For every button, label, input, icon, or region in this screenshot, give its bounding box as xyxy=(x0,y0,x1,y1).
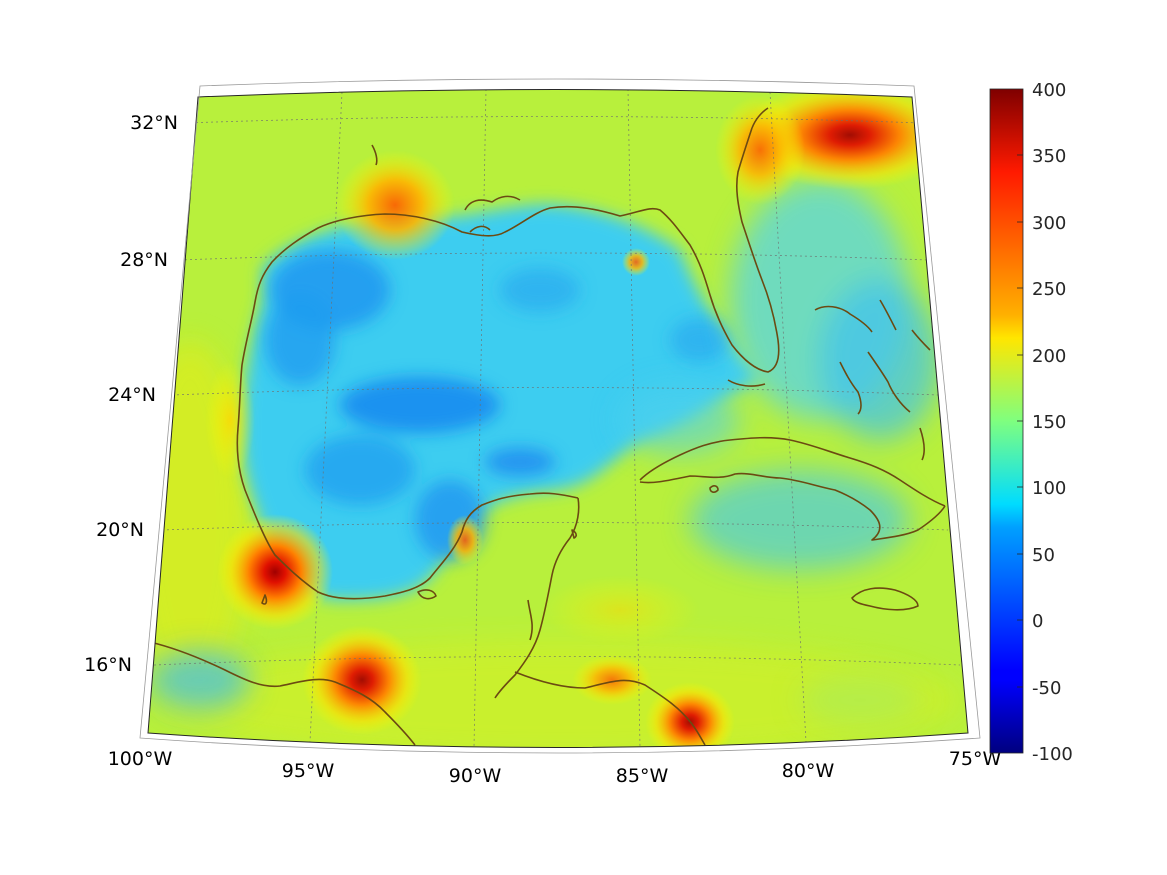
lat-label-16n: 16°N xyxy=(84,654,132,676)
colorbar: 400 350 300 250 200 150 100 50 0 -50 -10… xyxy=(989,80,1073,765)
hotspots xyxy=(205,89,960,748)
colorbar-labels: 400 350 300 250 200 150 100 50 0 -50 -10… xyxy=(1032,80,1073,765)
colorbar-tick-label: -100 xyxy=(1032,744,1073,765)
bahamas-coastline xyxy=(814,305,873,333)
lon-label-90w: 90°W xyxy=(449,765,502,787)
pacific-coastline xyxy=(149,641,416,746)
lon-label-80w: 80°W xyxy=(782,760,835,782)
coastlines xyxy=(149,107,946,746)
lon-label-85w: 85°W xyxy=(616,765,669,787)
lon-label-95w: 95°W xyxy=(282,760,335,782)
map-frame xyxy=(147,89,969,748)
gulf-coastline xyxy=(236,127,780,600)
lon-label-100w: 100°W xyxy=(108,748,173,770)
atlantic-cool-field xyxy=(150,180,940,725)
colorbar-tick-label: 300 xyxy=(1032,213,1066,234)
lat-axis-labels: 32°N 28°N 24°N 20°N 16°N xyxy=(84,112,178,676)
lat-label-28n: 28°N xyxy=(120,249,168,271)
lon-axis-labels: 100°W 95°W 90°W 85°W 80°W 75°W xyxy=(108,748,1002,787)
lat-label-24n: 24°N xyxy=(108,384,156,406)
colorbar-tick-label: 150 xyxy=(1032,412,1066,433)
colorbar-tick-label: 100 xyxy=(1032,478,1066,499)
lon-label-75w: 75°W xyxy=(949,748,1002,770)
colorbar-tick-label: 250 xyxy=(1032,279,1066,300)
colorbar-tick-label: -50 xyxy=(1032,678,1061,699)
colorbar-tick-label: 400 xyxy=(1032,80,1066,101)
jamaica-coastline xyxy=(851,587,919,611)
lat-label-20n: 20°N xyxy=(96,519,144,541)
map-area xyxy=(148,89,968,748)
colorbar-tick-label: 350 xyxy=(1032,146,1066,167)
map-frame-outer xyxy=(139,78,981,754)
colorbar-ticks xyxy=(1017,154,1023,688)
colorbar-tick-label: 50 xyxy=(1032,545,1055,566)
yucatan-coastline xyxy=(494,497,580,699)
colorbar-tick-label: 0 xyxy=(1032,611,1043,632)
cuba-coastline xyxy=(639,436,946,507)
lat-label-32n: 32°N xyxy=(130,112,178,134)
colorbar-tick-label: 200 xyxy=(1032,346,1066,367)
